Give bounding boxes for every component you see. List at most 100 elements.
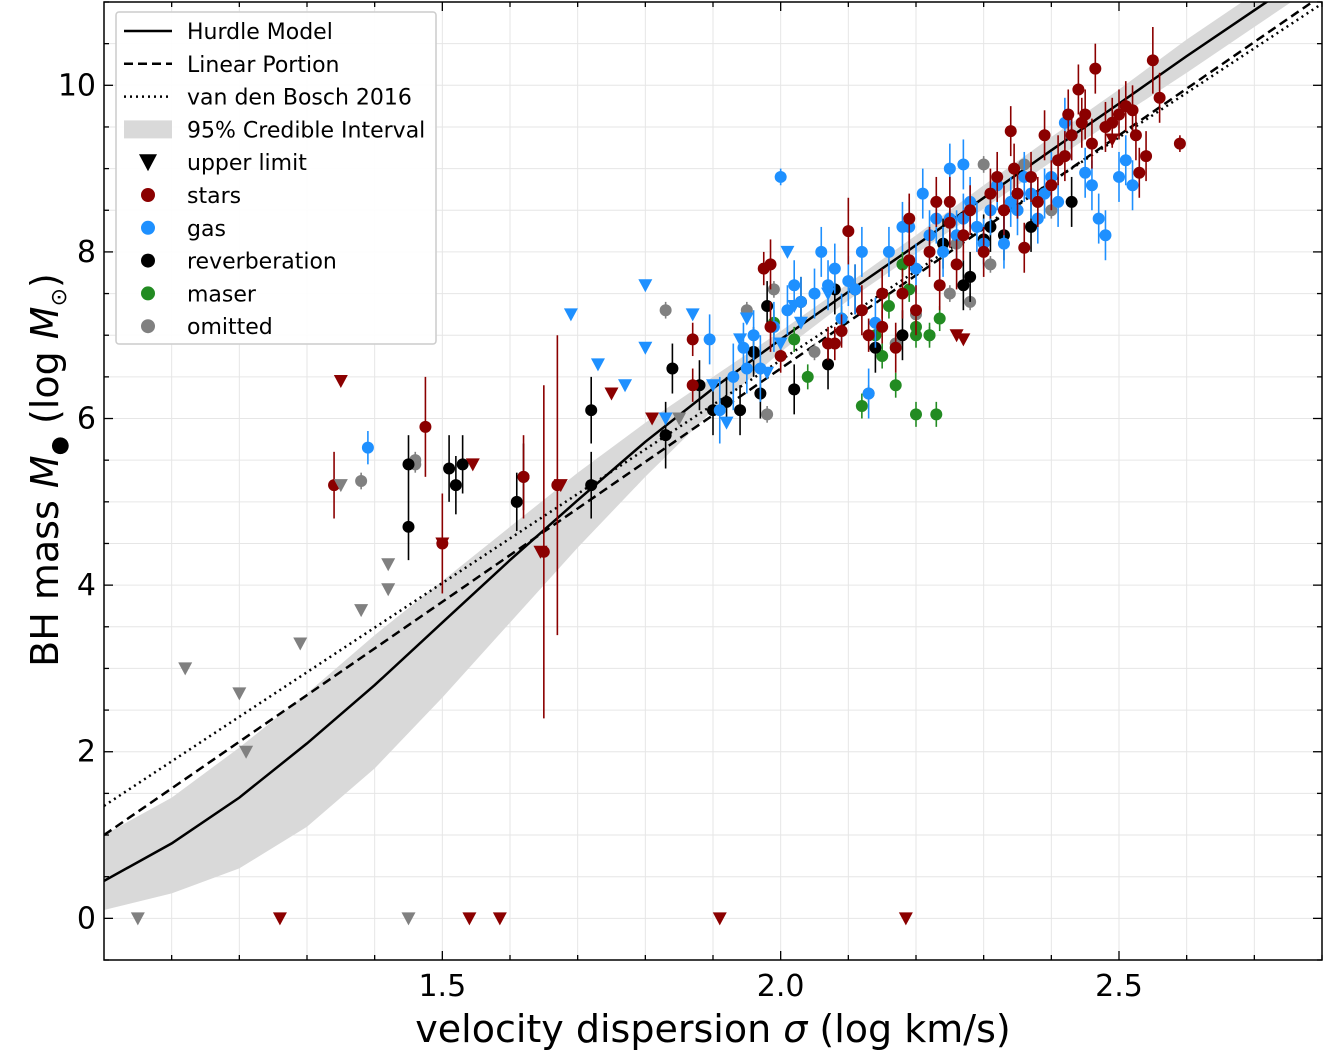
gas-upper-limit xyxy=(780,245,795,259)
gas-upper-limit xyxy=(787,300,802,314)
gas-upper-limit xyxy=(793,316,808,330)
stars-point xyxy=(923,245,936,258)
reverberation-point xyxy=(585,404,598,417)
gas-point xyxy=(788,279,801,292)
omitted-point xyxy=(355,475,368,487)
gas-point xyxy=(842,275,855,288)
stars-point xyxy=(862,329,875,342)
stars-point xyxy=(1140,150,1153,163)
gas-point xyxy=(1052,195,1065,208)
gas-point xyxy=(1038,187,1051,200)
gas-point xyxy=(957,158,970,171)
axis-ticks xyxy=(104,1,1323,961)
reverberation-point xyxy=(1065,195,1078,208)
omitted-point xyxy=(659,304,672,317)
omitted-upper-limit xyxy=(239,745,254,759)
stars-point xyxy=(842,225,855,238)
stars-point xyxy=(1079,108,1092,121)
legend-swatch-dot xyxy=(141,286,155,301)
gas-upper-limit xyxy=(760,366,775,380)
gas-upper-limit xyxy=(638,341,653,355)
stars-upper-limit xyxy=(949,329,964,343)
gas-point xyxy=(862,387,875,400)
gas-upper-limit xyxy=(590,358,605,372)
gas-upper-limit xyxy=(821,287,836,301)
legend-label: gas xyxy=(187,217,226,242)
reverberation-point xyxy=(822,358,835,371)
gas-point xyxy=(828,262,841,275)
gas-point xyxy=(882,245,895,258)
maser-point xyxy=(910,408,922,421)
reverberation-point xyxy=(734,404,747,417)
gas-point xyxy=(747,329,760,342)
credible-interval-band xyxy=(104,2,1292,910)
stars-point xyxy=(686,333,699,346)
gas-point xyxy=(703,333,716,346)
stars-point xyxy=(903,254,916,267)
gas-point xyxy=(713,404,726,417)
omitted-point xyxy=(761,408,774,421)
omitted-upper-limit xyxy=(178,662,193,676)
maser-point xyxy=(788,333,801,346)
gas-point xyxy=(910,262,922,275)
legend-box xyxy=(115,11,437,345)
gas-upper-limit xyxy=(706,379,720,393)
stars-point xyxy=(828,337,841,350)
legend-label: van den Bosch 2016 xyxy=(187,86,412,111)
legend-label: 95% Credible Interval xyxy=(187,118,425,143)
stars-upper-limit xyxy=(1105,133,1120,147)
stars-point xyxy=(1089,62,1102,75)
stars-point xyxy=(997,204,1010,217)
legend-label: upper limit xyxy=(187,151,307,176)
gas-point xyxy=(1004,195,1017,208)
gas-upper-limit xyxy=(773,337,788,351)
reverberation-point xyxy=(443,462,456,475)
omitted-upper-limit xyxy=(381,558,396,572)
stars-upper-limit xyxy=(712,912,727,926)
stars-point xyxy=(950,258,963,271)
stars-point xyxy=(876,320,889,333)
maser-point xyxy=(933,312,946,325)
maser-point xyxy=(801,370,814,383)
stars-point xyxy=(1038,129,1051,142)
stars-point xyxy=(1004,125,1017,138)
reverberation-point xyxy=(957,279,970,292)
omitted-upper-limit xyxy=(401,912,416,926)
gas-point xyxy=(970,220,983,233)
stars-point xyxy=(957,229,970,242)
stars-point xyxy=(1072,83,1085,96)
gas-point xyxy=(1099,229,1112,242)
stars-point xyxy=(1146,54,1159,67)
reverberation-point xyxy=(659,429,672,442)
stars-point xyxy=(1008,162,1021,175)
gas-point xyxy=(916,187,929,200)
reverberation-point xyxy=(964,270,977,283)
stars-upper-limit xyxy=(533,545,548,559)
data-points xyxy=(130,26,1186,926)
reverberation-point xyxy=(788,383,801,396)
y-tick-labels: 0 2 4 6 8 10 xyxy=(58,68,96,936)
legend-label: Linear Portion xyxy=(187,53,340,78)
stars-point xyxy=(977,245,990,258)
gas-point xyxy=(361,441,374,454)
gas-upper-limit xyxy=(563,308,578,322)
gas-point xyxy=(997,237,1010,250)
legend: Hurdle Model Linear Portion van den Bosch … xyxy=(115,11,437,345)
gas-upper-limit xyxy=(618,379,633,393)
x-tick-label: 2.5 xyxy=(1095,969,1143,1004)
stars-point xyxy=(910,304,922,317)
stars-point xyxy=(933,279,946,292)
reverberation-point xyxy=(402,520,415,533)
gas-point xyxy=(849,283,862,296)
stars-point xyxy=(1153,91,1166,104)
gas-upper-limit xyxy=(638,279,653,293)
stars-point xyxy=(896,287,909,300)
y-tick-label: 10 xyxy=(58,68,96,103)
reverberation-point xyxy=(456,458,469,471)
stars-point xyxy=(1113,108,1125,121)
stars-point xyxy=(855,304,868,317)
stars-upper-limit xyxy=(604,387,619,401)
maser-point xyxy=(889,379,902,392)
stars-point xyxy=(1173,137,1186,150)
gas-point xyxy=(1092,212,1105,225)
